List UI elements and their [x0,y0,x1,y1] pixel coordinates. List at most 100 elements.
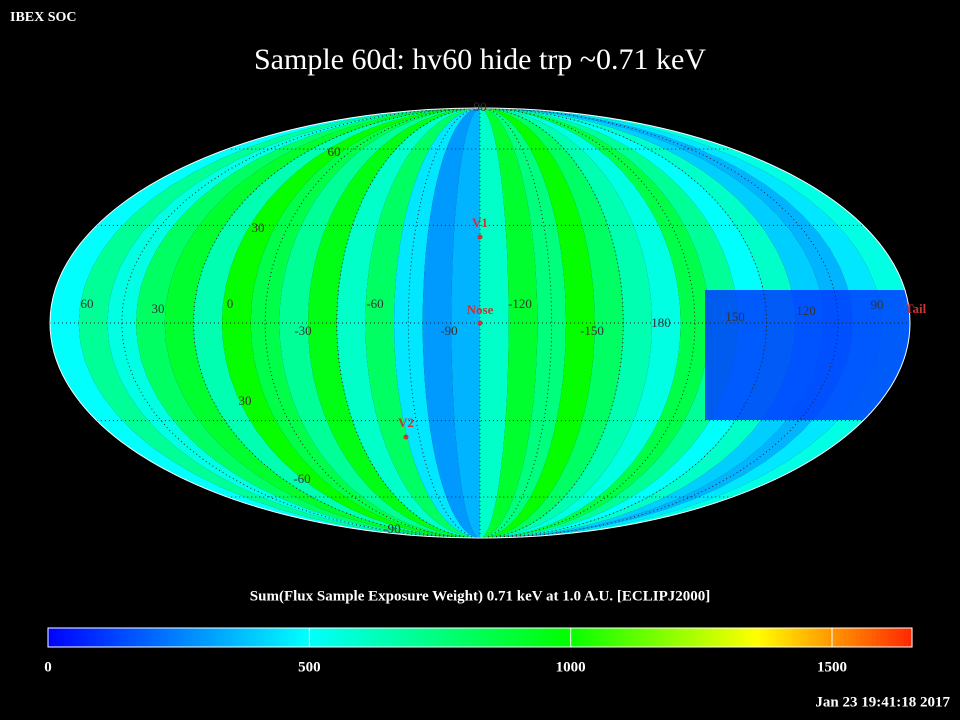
colorbar-cell [216,628,221,647]
colorbar-cell [524,628,529,647]
colorbar-cell [596,628,601,647]
colorbar-cell [364,628,369,647]
colorbar-tick-label: 0 [44,659,52,675]
colorbar-cell [252,628,257,647]
colorbar-cell [280,628,285,647]
colorbar-cell [256,628,261,647]
latitude-label: -60 [293,471,310,486]
colorbar-cell [208,628,213,647]
colorbar-cell [844,628,849,647]
colorbar-cell [316,628,321,647]
colorbar-cell [880,628,885,647]
colorbar-cell [592,628,597,647]
colorbar-cell [840,628,845,647]
longitude-label: 60 [81,296,94,311]
colorbar-cell [684,628,689,647]
colorbar-cell [528,628,533,647]
colorbar-cell [604,628,609,647]
colorbar-cell [692,628,697,647]
low-flux-region [705,290,910,420]
colorbar-cell [172,628,177,647]
colorbar-cell [264,628,269,647]
colorbar-cell [76,628,81,647]
colorbar-cell [156,628,161,647]
colorbar-cell [652,628,657,647]
marker-label: V2 [398,415,414,430]
colorbar-cell [320,628,325,647]
colorbar-cell [660,628,665,647]
colorbar-label: Sum(Flux Sample Exposure Weight) 0.71 ke… [250,588,710,604]
colorbar-cell [836,628,841,647]
flux-stripe [480,108,566,538]
colorbar-cell [784,628,789,647]
colorbar-cell [516,628,521,647]
colorbar-cell [708,628,713,647]
colorbar-cell [56,628,61,647]
longitude-label: 120 [796,303,816,318]
colorbar-cell [92,628,97,647]
colorbar-cell [476,628,481,647]
colorbar-cell [576,628,581,647]
colorbar-cell [520,628,525,647]
colorbar-cell [452,628,457,647]
colorbar-cell [200,628,205,647]
colorbar-cell [580,628,585,647]
colorbar-cell [804,628,809,647]
colorbar-cell [720,628,725,647]
colorbar-cell [868,628,873,647]
colorbar-cell [852,628,857,647]
colorbar-cell [60,628,65,647]
colorbar-cell [268,628,273,647]
colorbar-cell [696,628,701,647]
colorbar-cell [808,628,813,647]
longitude-label: -30 [294,323,311,338]
colorbar-cell [884,628,889,647]
colorbar-cell [508,628,513,647]
colorbar-cell [680,628,685,647]
colorbar-cell [588,628,593,647]
colorbar-cell [168,628,173,647]
colorbar-cell [888,628,893,647]
colorbar-cell [440,628,445,647]
colorbar-cell [100,628,105,647]
colorbar-cell [632,628,637,647]
latitude-label: 30 [239,393,252,408]
colorbar-cell [620,628,625,647]
colorbar-cell [296,628,301,647]
colorbar-cell [232,628,237,647]
colorbar-cell [552,628,557,647]
flux-stripe [394,108,480,538]
colorbar-cell [360,628,365,647]
colorbar-cell [80,628,85,647]
colorbar-cell [688,628,693,647]
colorbar-cell [460,628,465,647]
colorbar-cell [572,628,577,647]
longitude-label: -90 [440,323,457,338]
colorbar-cell [204,628,209,647]
colorbar-cell [336,628,341,647]
colorbar-cell [744,628,749,647]
flux-stripe [480,108,681,538]
colorbar-cell [832,628,837,647]
colorbar-tick-label: 500 [298,659,321,675]
marker-dot [403,434,409,440]
marker-dot [477,320,483,326]
colorbar-cell [144,628,149,647]
colorbar-cell [456,628,461,647]
colorbar-cell [656,628,661,647]
colorbar-cell [672,628,677,647]
app-label: IBEX SOC [10,10,77,25]
longitude-label: 0 [227,296,234,311]
colorbar-cell [756,628,761,647]
colorbar-cell [416,628,421,647]
marker-dot [477,234,483,240]
colorbar-cell [736,628,741,647]
colorbar-cell [748,628,753,647]
map-outline [49,107,911,539]
colorbar-cell [148,628,153,647]
colorbar-cell [180,628,185,647]
longitude-label: -120 [508,296,532,311]
colorbar-cell [352,628,357,647]
colorbar-cell [488,628,493,647]
